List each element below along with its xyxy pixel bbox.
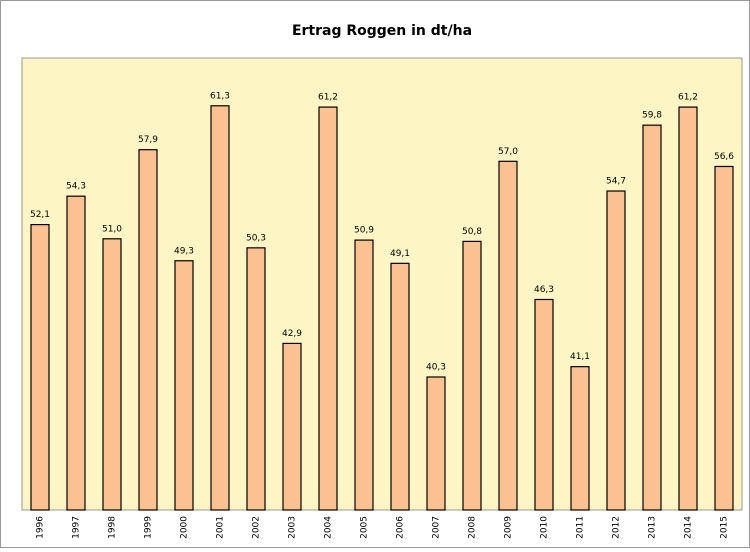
value-label: 61,2 bbox=[318, 93, 338, 103]
bar bbox=[30, 223, 50, 511]
bar bbox=[66, 195, 86, 511]
value-label: 41,1 bbox=[570, 352, 590, 362]
x-tick-label: 1997 bbox=[72, 516, 82, 539]
bar bbox=[282, 342, 302, 511]
value-label: 50,9 bbox=[354, 226, 374, 236]
chart-title: Ertrag Roggen in dt/ha bbox=[292, 23, 472, 39]
value-label: 56,6 bbox=[714, 152, 734, 162]
value-label: 57,0 bbox=[498, 147, 518, 157]
x-tick-label: 2003 bbox=[288, 516, 298, 539]
bar bbox=[138, 149, 158, 511]
x-tick-label: 2007 bbox=[432, 516, 442, 539]
value-label: 51,0 bbox=[102, 224, 122, 234]
x-tick-label: 2015 bbox=[720, 516, 730, 539]
x-tick-label: 2005 bbox=[360, 516, 370, 539]
value-label: 52,1 bbox=[30, 210, 50, 220]
x-tick-label: 1996 bbox=[36, 516, 46, 539]
value-label: 57,9 bbox=[138, 135, 158, 145]
x-tick-label: 2004 bbox=[324, 516, 334, 539]
bar bbox=[390, 262, 410, 511]
plot-area bbox=[21, 57, 743, 511]
value-label: 50,3 bbox=[246, 233, 266, 243]
value-label: 42,9 bbox=[282, 329, 302, 339]
x-tick-label: 2000 bbox=[180, 516, 190, 539]
value-label: 40,3 bbox=[426, 362, 446, 372]
x-tick-label: 2009 bbox=[504, 516, 514, 539]
x-tick-label: 2012 bbox=[612, 516, 622, 539]
value-label: 61,2 bbox=[678, 93, 698, 103]
value-label: 49,3 bbox=[174, 246, 194, 256]
x-tick-label: 2014 bbox=[684, 516, 694, 539]
bar bbox=[642, 124, 662, 511]
x-tick-label: 2010 bbox=[540, 516, 550, 539]
value-label: 61,3 bbox=[210, 91, 230, 101]
x-tick-label: 2001 bbox=[216, 516, 226, 539]
bar bbox=[354, 239, 374, 511]
x-tick-label: 2011 bbox=[576, 516, 586, 539]
value-label: 59,8 bbox=[642, 111, 662, 121]
bar bbox=[246, 247, 266, 511]
bar bbox=[498, 160, 518, 511]
value-label: 49,1 bbox=[390, 249, 410, 259]
x-tick-label: 1998 bbox=[108, 516, 118, 539]
value-label: 50,8 bbox=[462, 227, 482, 237]
value-label: 54,3 bbox=[66, 182, 86, 192]
bar bbox=[174, 260, 194, 511]
x-tick-label: 2013 bbox=[648, 516, 658, 539]
bar bbox=[210, 105, 230, 511]
bar bbox=[426, 376, 446, 511]
bar bbox=[678, 106, 698, 511]
bar bbox=[606, 190, 626, 511]
x-tick-label: 2008 bbox=[468, 516, 478, 539]
x-tick-label: 1999 bbox=[144, 516, 154, 539]
value-label: 46,3 bbox=[534, 285, 554, 295]
bar bbox=[318, 106, 338, 511]
bar bbox=[570, 366, 590, 511]
bar bbox=[102, 238, 122, 511]
x-tick-label: 2006 bbox=[396, 516, 406, 539]
bar bbox=[462, 240, 482, 511]
x-tick-label: 2002 bbox=[252, 516, 262, 539]
bar bbox=[714, 165, 734, 511]
value-label: 54,7 bbox=[606, 177, 626, 187]
bar bbox=[534, 298, 554, 511]
